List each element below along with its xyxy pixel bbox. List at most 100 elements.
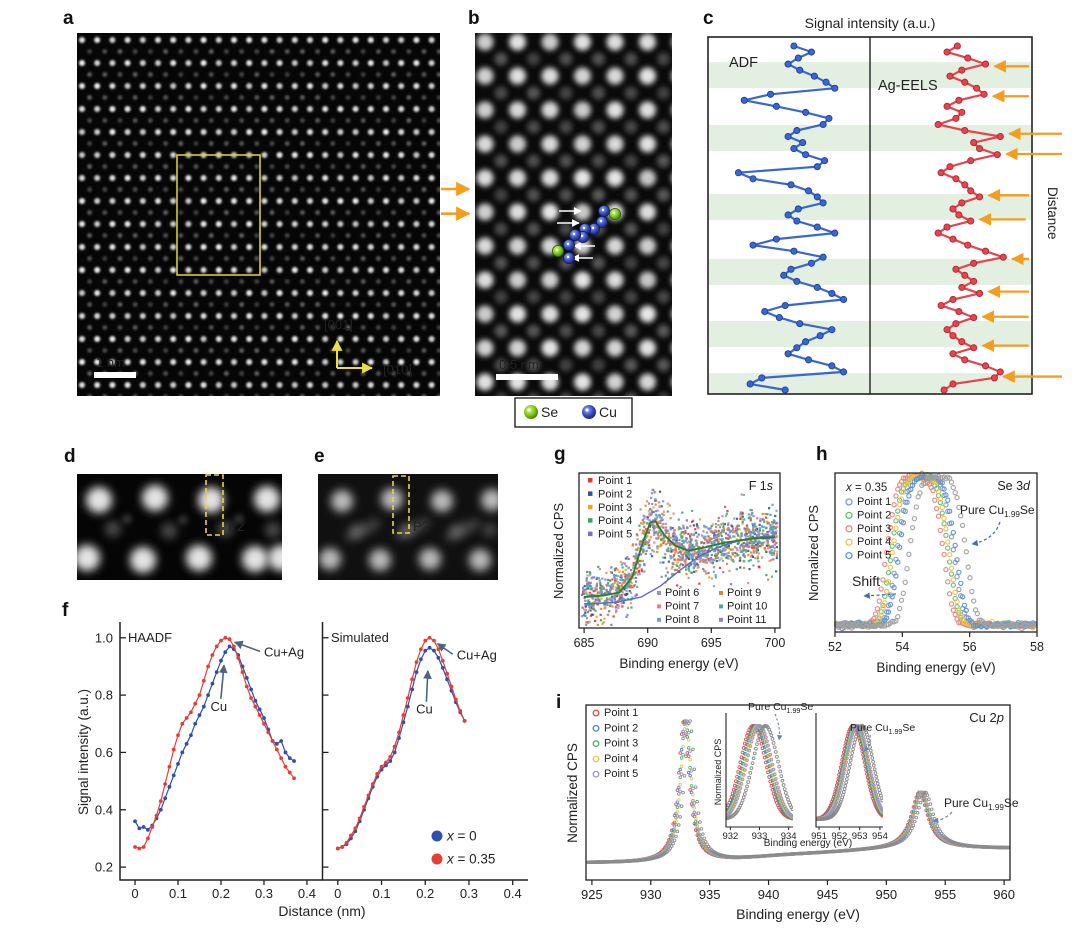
svg-text:F 1s: F 1s <box>749 479 773 493</box>
legend-marker <box>588 478 593 483</box>
crystal-axis-010-label: [010] <box>383 362 412 377</box>
svg-text:x = 0.35: x = 0.35 <box>446 852 495 867</box>
panel-e-roi-label: P2 <box>413 519 430 534</box>
panel-a-scalebar-label: 1 nm <box>96 355 125 370</box>
profile-series <box>335 645 467 851</box>
profile-series <box>335 635 467 851</box>
panel-e-roi-box <box>392 475 410 534</box>
simulated-label: Simulated <box>331 630 389 645</box>
legend-marker <box>719 604 723 609</box>
panel-e-simulated-crop: P2 <box>318 474 498 580</box>
panel-h-xlabel: Binding energy (eV) <box>876 660 995 675</box>
panel-b-scalebar-label: 0.5 nm <box>499 357 539 372</box>
panel-g-ylabel: Normalized CPS <box>551 503 566 599</box>
panel-d-atomic-blobs <box>77 485 282 573</box>
legend-marker <box>588 531 593 537</box>
legend-marker <box>657 604 661 609</box>
panel-label-d: d <box>64 446 76 467</box>
svg-text:0: 0 <box>334 886 341 901</box>
svg-text:700: 700 <box>764 636 785 650</box>
se3d-series <box>834 473 1038 632</box>
panel-label-g: g <box>554 444 566 465</box>
svg-text:Point 5: Point 5 <box>598 529 632 541</box>
svg-text:Point 1: Point 1 <box>857 496 891 508</box>
svg-text:Point 6: Point 6 <box>665 587 699 599</box>
svg-text:Point 10: Point 10 <box>727 600 767 612</box>
legend-marker <box>588 491 593 496</box>
layer-marker-arrows <box>441 181 471 221</box>
legend-marker <box>845 538 853 546</box>
svg-text:Point 5: Point 5 <box>857 550 891 562</box>
legend-marker <box>592 740 600 748</box>
atom-overlay <box>552 204 622 264</box>
panel-i-xlabel: Binding energy (eV) <box>736 906 860 922</box>
ag-eels-label: Ag-EELS <box>878 78 938 94</box>
legend-marker <box>719 617 723 622</box>
svg-text:0.6: 0.6 <box>95 745 113 760</box>
svg-text:0: 0 <box>131 886 138 901</box>
panel-d-roi-label: P2 <box>228 519 245 534</box>
legend-marker <box>431 853 443 865</box>
legend-marker <box>657 591 661 595</box>
shift-label: Shift <box>852 573 880 589</box>
panel-c-title: Signal intensity (a.u.) <box>805 15 936 31</box>
svg-text:1.0: 1.0 <box>95 630 113 645</box>
panel-b-stem-image: 0.5 nm Se Cu <box>475 33 672 428</box>
panel-label-i: i <box>556 692 562 713</box>
annotation-Cu+Ag: Cu+Ag <box>457 647 497 662</box>
svg-text:Point 3: Point 3 <box>598 502 632 514</box>
legend-marker <box>657 617 661 622</box>
svg-text:54: 54 <box>895 640 909 654</box>
legend-marker <box>845 511 853 520</box>
panel-label-b: b <box>468 8 480 29</box>
svg-text:Point 2: Point 2 <box>598 488 632 500</box>
svg-text:0.4: 0.4 <box>298 886 316 901</box>
svg-text:x = 0: x = 0 <box>446 829 477 844</box>
inset-ylabel: Normalized CPS <box>713 739 723 806</box>
crystal-axis-001-label: [001] <box>324 317 353 332</box>
svg-text:x = 0.35: x = 0.35 <box>845 482 887 494</box>
cu-atom-highlight <box>585 408 589 412</box>
panel-label-e: e <box>314 446 325 467</box>
panel-d-roi-box <box>205 474 224 536</box>
annotation-Cu: Cu <box>416 702 433 717</box>
panel-i-ylabel: Normalized CPS <box>565 743 580 843</box>
svg-text:0.1: 0.1 <box>169 886 187 901</box>
panel-label-f: f <box>62 600 69 621</box>
svg-text:Point 4: Point 4 <box>598 515 632 527</box>
svg-text:0.2: 0.2 <box>95 860 113 875</box>
panel-label-a: a <box>63 8 74 29</box>
legend-marker <box>719 591 723 595</box>
distance-axis-label: Distance <box>1045 187 1060 240</box>
legend-marker <box>845 498 853 506</box>
svg-text:Point 1: Point 1 <box>598 475 632 487</box>
panel-e-atomic-blobs <box>319 488 498 571</box>
svg-text:Pure Cu1.99Se: Pure Cu1.99Se <box>960 503 1035 519</box>
svg-text:Point 4: Point 4 <box>857 536 891 548</box>
annotation-Cu: Cu <box>211 699 228 714</box>
svg-text:0.2: 0.2 <box>212 886 230 901</box>
adf-trace <box>734 42 848 394</box>
fit-curve <box>584 519 775 598</box>
pure-ref-arrow <box>971 521 1001 547</box>
panel-label-h: h <box>816 444 828 465</box>
panel-d-stem-crop: P2 <box>77 474 282 580</box>
inset-curves <box>816 723 883 822</box>
panel-h-ylabel: Normalized CPS <box>806 505 821 601</box>
panel-a-roi-box <box>176 154 261 276</box>
panel-f-line-profiles: 0.2 0.4 0.6 0.8 1.0 0 0.1 0.2 0.3 0.4 Cu+Ag Cu 0 0.1 0… <box>76 622 528 919</box>
svg-text:0.3: 0.3 <box>255 886 273 901</box>
svg-text:690: 690 <box>637 636 658 650</box>
legend-marker <box>592 770 600 778</box>
svg-text:0.4: 0.4 <box>504 886 522 901</box>
profile-series <box>133 644 296 832</box>
svg-text:58: 58 <box>1030 640 1044 654</box>
svg-text:685: 685 <box>574 636 595 650</box>
cu-atom-icon <box>582 405 596 419</box>
panel-b-background <box>475 33 672 396</box>
legend-marker <box>588 504 593 510</box>
legend-marker <box>592 724 600 732</box>
adf-label: ADF <box>729 55 758 71</box>
